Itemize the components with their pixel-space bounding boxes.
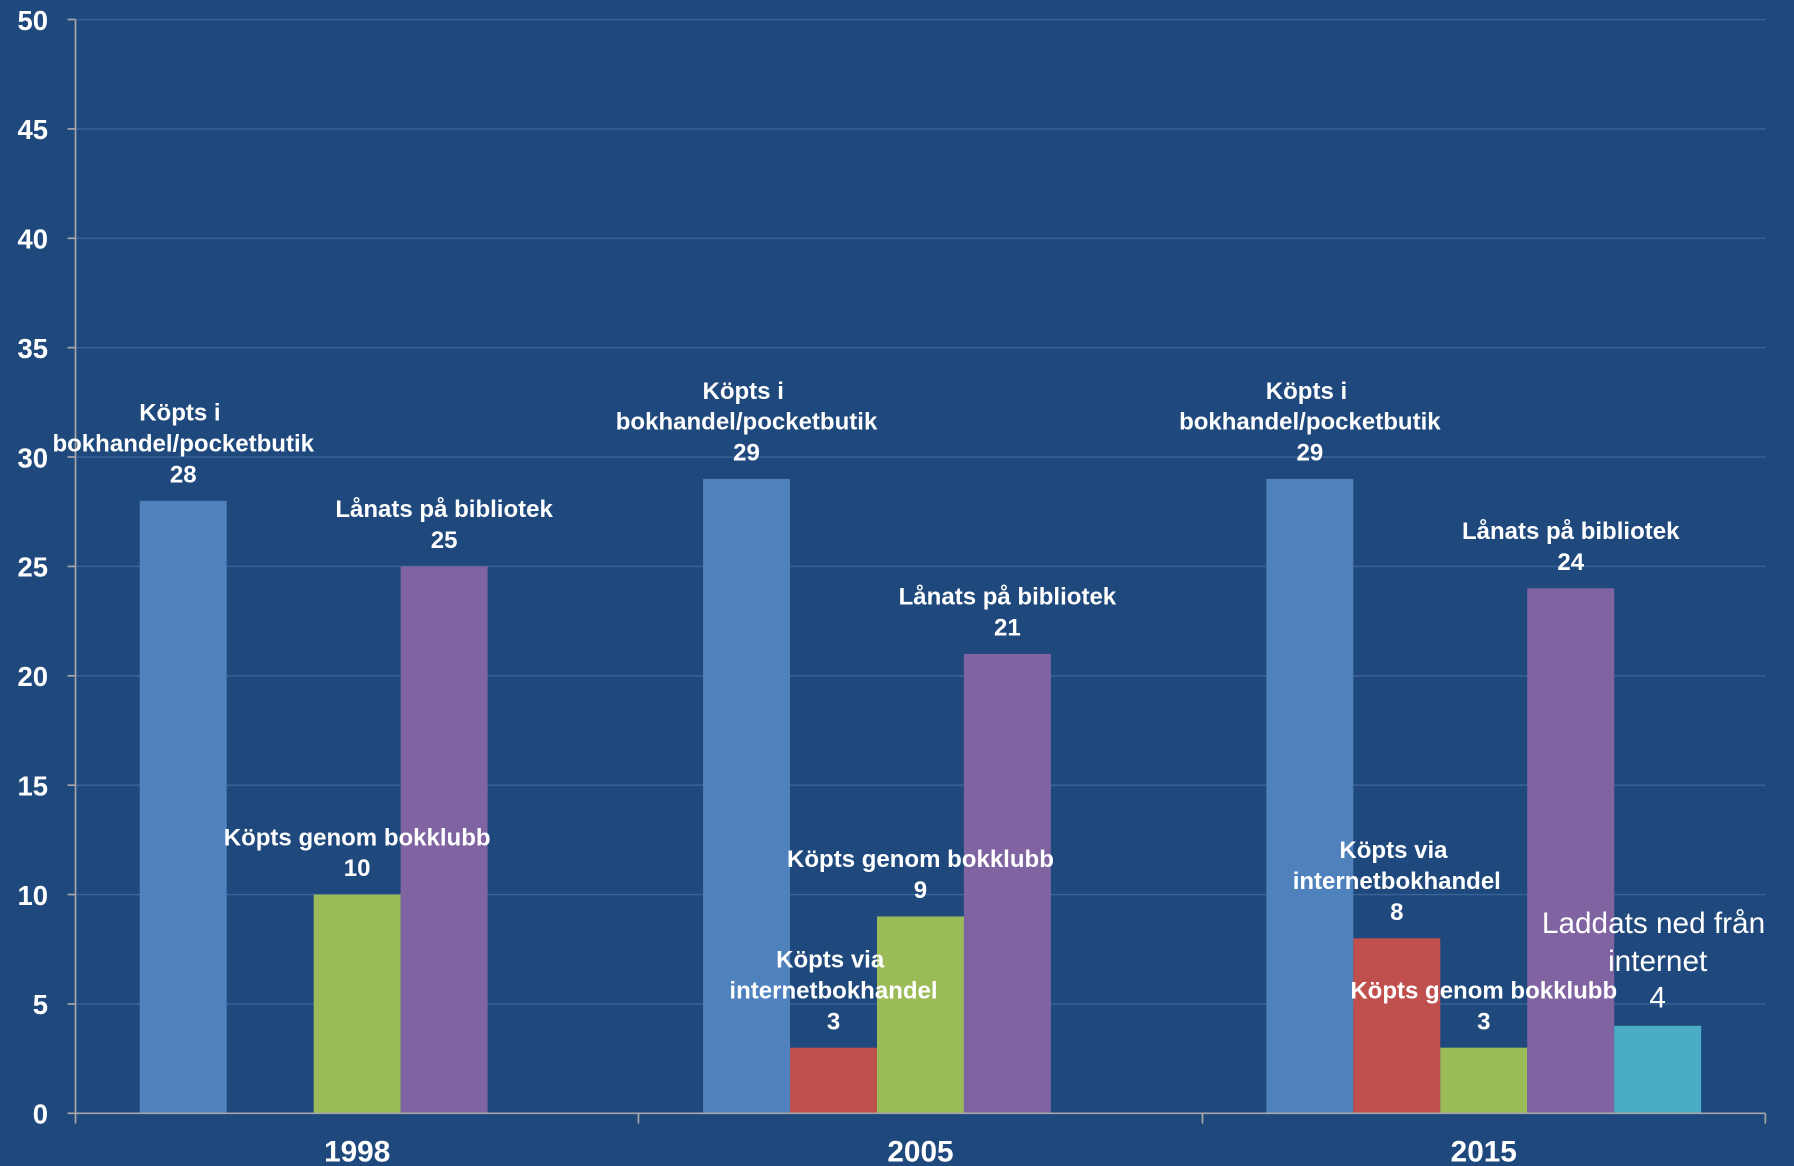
y-tick-label: 45 <box>18 114 49 145</box>
data-label-name: Köpts via internetbokhandel <box>1293 837 1501 895</box>
x-tick-label: 2005 <box>887 1135 953 1166</box>
data-label-value: 4 <box>1649 981 1666 1014</box>
data-label-name: Laddats ned från internet <box>1542 907 1773 978</box>
y-tick-label: 35 <box>18 333 49 364</box>
bar <box>703 478 791 1114</box>
x-tick-label: 1998 <box>324 1135 390 1166</box>
x-tick-label: 2015 <box>1451 1135 1517 1166</box>
data-label-name: Lånats på bibliotek <box>335 496 553 523</box>
bar <box>313 894 401 1114</box>
data-label-name: Köpts via internetbokhandel <box>729 947 937 1005</box>
data-label-value: 9 <box>914 877 927 904</box>
data-label-value: 28 <box>170 461 197 488</box>
bar <box>963 653 1051 1114</box>
data-label-value: 29 <box>733 440 760 467</box>
bar <box>1527 588 1615 1114</box>
y-tick-label: 50 <box>18 5 49 36</box>
y-tick-label: 5 <box>33 989 48 1020</box>
bar <box>876 916 964 1114</box>
data-label-name: Köpts genom bokklubb <box>224 824 491 851</box>
bar <box>1353 938 1441 1114</box>
bar <box>1266 478 1354 1114</box>
y-tick-label: 40 <box>18 224 49 255</box>
data-label-value: 3 <box>1477 1008 1490 1035</box>
data-label-value: 21 <box>994 615 1021 642</box>
bar <box>139 500 227 1114</box>
y-tick-label: 30 <box>18 442 49 473</box>
labels: 0 5 10 15 20 25 30 35 40 45 50 1998 2005 2015 28 Köpts … <box>18 5 1774 1166</box>
bars <box>139 478 1702 1114</box>
data-label-value: 29 <box>1296 440 1323 467</box>
data-label-value: 3 <box>827 1008 840 1035</box>
y-tick-label: 25 <box>18 552 49 583</box>
data-label-name: Köpts i bokhandel/pocketbutik <box>616 378 878 436</box>
y-tick-label: 20 <box>18 661 49 692</box>
axes <box>74 19 1767 1124</box>
data-label-value: 8 <box>1390 899 1403 926</box>
bar <box>1614 1025 1702 1114</box>
data-label-name: Köpts genom bokklubb <box>787 846 1054 873</box>
data-label-value: 25 <box>431 527 458 554</box>
data-label-name: Lånats på bibliotek <box>899 584 1117 611</box>
data-label-name: Köpts genom bokklubb <box>1350 977 1617 1004</box>
data-label-name: Lånats på bibliotek <box>1462 518 1680 545</box>
bar <box>400 566 488 1114</box>
bar <box>1440 1047 1528 1114</box>
y-tick-label: 15 <box>18 770 49 801</box>
bar <box>790 1047 877 1114</box>
data-label-value: 10 <box>344 855 371 882</box>
data-label-value: 24 <box>1557 549 1584 576</box>
y-tick-label: 10 <box>18 880 49 911</box>
data-label-name: Köpts i bokhandel/pocketbutik <box>1179 378 1441 436</box>
y-tick-label: 0 <box>33 1099 48 1130</box>
data-label-name: Köpts i bokhandel/pocketbutik <box>52 400 314 458</box>
